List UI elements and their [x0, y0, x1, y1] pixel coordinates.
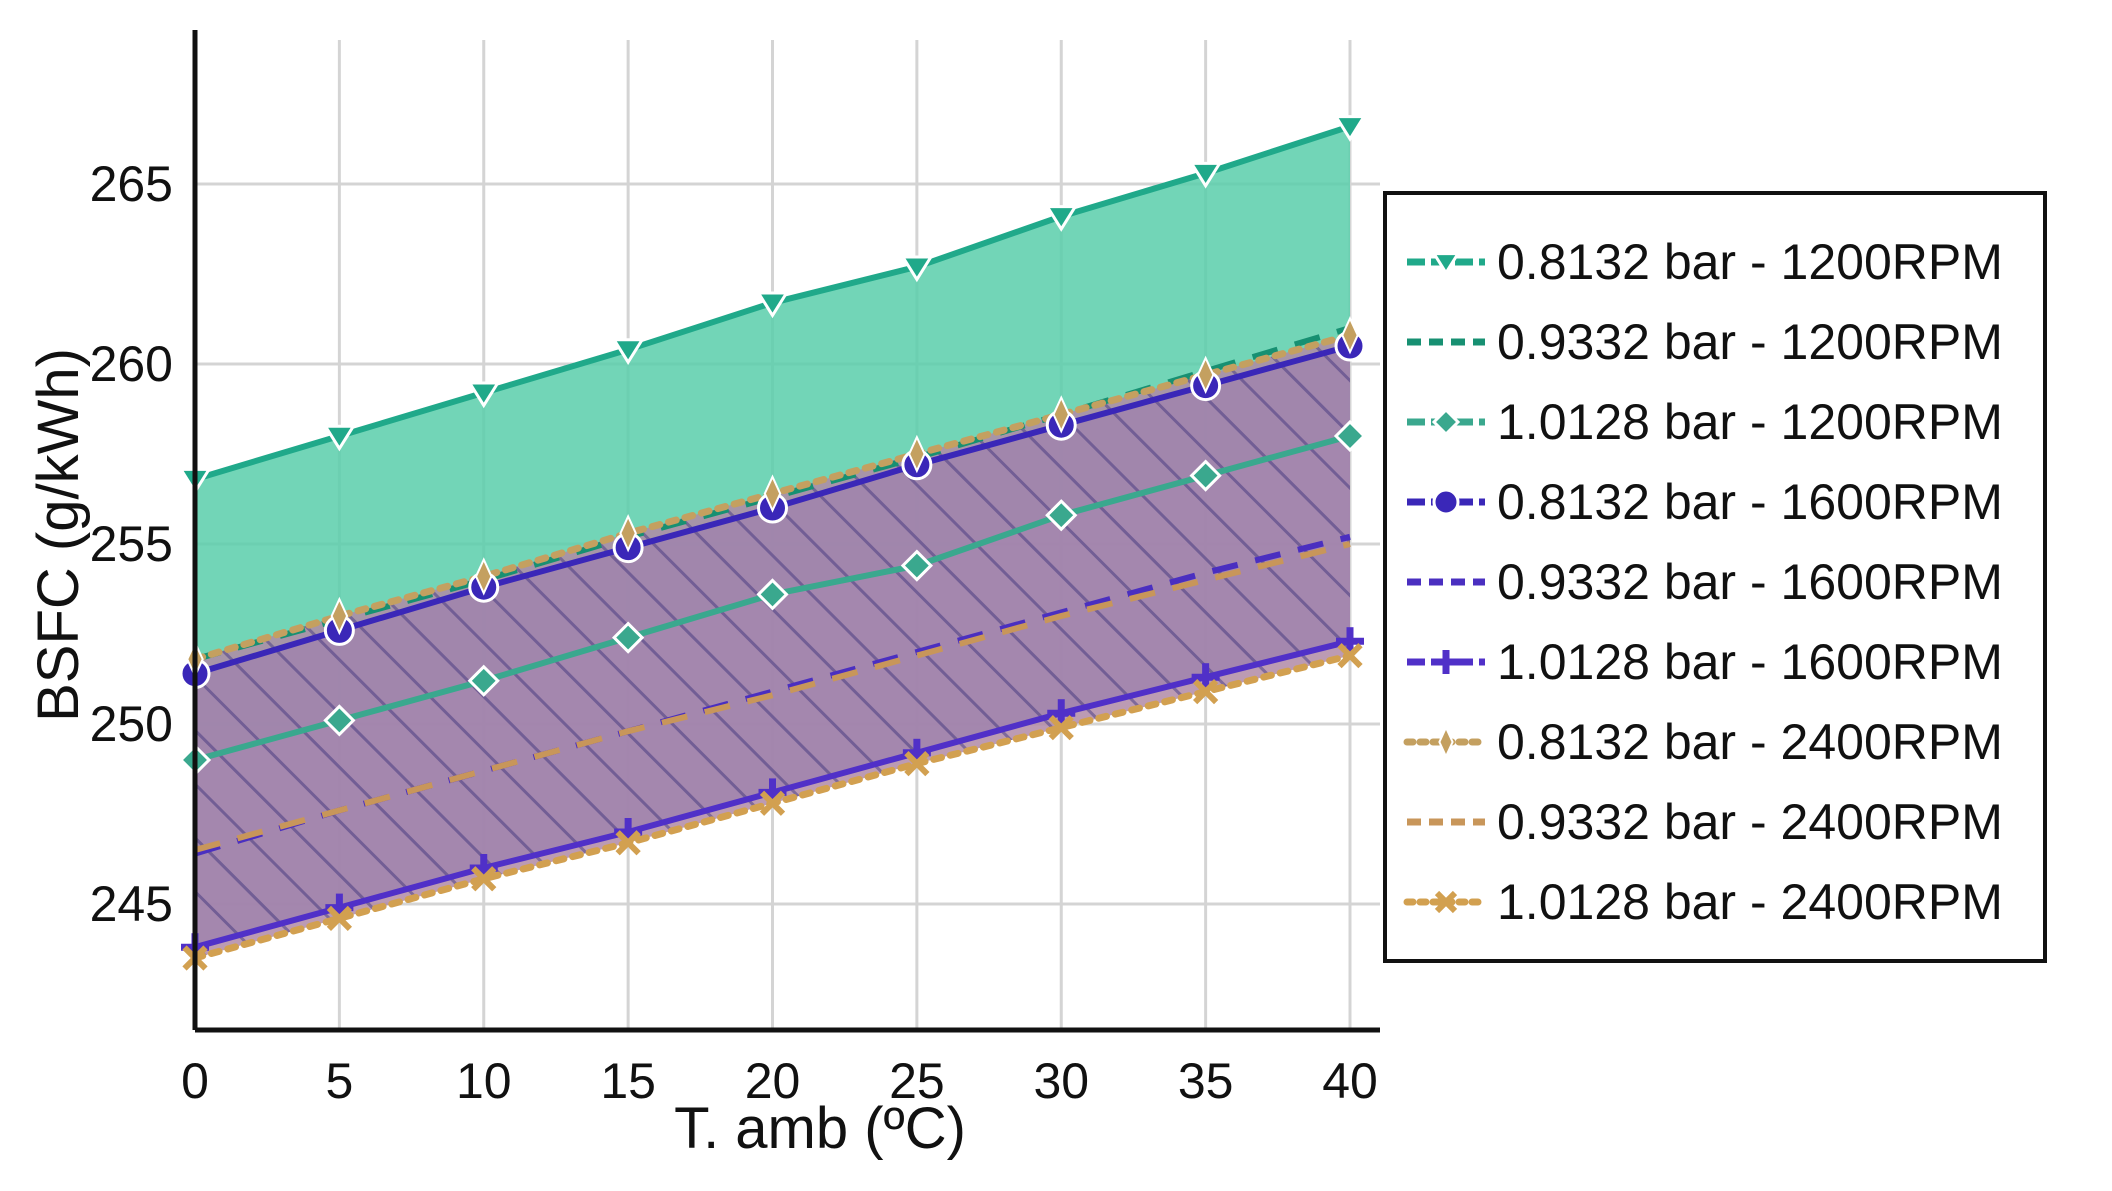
- marker-s2-p7: [1189, 459, 1222, 492]
- legend-label-6: 0.8132 bar - 2400RPM: [1497, 714, 2003, 770]
- marker-s5-p7: [1191, 663, 1220, 692]
- tick-labels: 0 5 10 15 20 25 30 35 40 245 250 255 260 265: [90, 156, 1378, 1109]
- x-tick-label-7: 35: [1178, 1053, 1234, 1109]
- legend: 0.8132 bar - 1200RPM 0.9332 bar - 1200RPM…: [1383, 191, 2047, 963]
- y-tick-label-0: 245: [90, 876, 173, 932]
- marker-s6-p1: [330, 596, 349, 636]
- legend-swatch-marker-3: [1432, 488, 1460, 516]
- x-tick-label-4: 20: [745, 1053, 801, 1109]
- legend-label-3: 0.8132 bar - 1600RPM: [1497, 474, 2003, 530]
- marker-s8-p8-b: [1337, 642, 1363, 669]
- marker-s5-p6: [1047, 699, 1076, 728]
- marker-s8-p6-b: [1048, 714, 1074, 741]
- legend-label-1: 0.9332 bar - 1200RPM: [1497, 314, 2003, 370]
- marker-s0-p1: [322, 424, 357, 452]
- x-tick-label-0: 0: [181, 1053, 209, 1109]
- marker-s6-p6: [1052, 395, 1071, 434]
- marker-s0-p3: [611, 338, 645, 366]
- marker-s8-p1: [326, 905, 352, 932]
- x-axis-title: T. amb (ºC): [674, 1096, 966, 1161]
- marker-s8-p5: [904, 750, 930, 777]
- x-tick-label-6: 30: [1033, 1053, 1089, 1109]
- marker-s8-p1-b: [326, 905, 352, 932]
- x-tick-label-3: 15: [600, 1053, 656, 1109]
- marker-s8-p2-b: [471, 866, 497, 892]
- legend-swatch-marker-8-b: [1434, 890, 1458, 914]
- marker-s0-p4: [755, 291, 790, 319]
- marker-s2-p1: [323, 704, 356, 737]
- legend-label-4: 0.9332 bar - 1600RPM: [1497, 554, 2003, 610]
- legend-label-7: 0.9332 bar - 2400RPM: [1497, 794, 2003, 850]
- y-tick-label-1: 250: [90, 696, 173, 752]
- legend-label-2: 1.0128 bar - 1200RPM: [1497, 394, 2003, 450]
- x-tick-label-8: 40: [1322, 1053, 1378, 1109]
- marker-s0-p8: [1333, 115, 1367, 142]
- y-tick-label-2: 255: [90, 516, 173, 572]
- marker-s5-p8: [1336, 627, 1364, 656]
- legend-swatch-marker-2: [1431, 407, 1461, 437]
- legend-swatch-marker-8: [1434, 890, 1458, 914]
- y-axis-title: BSFC (g/kWh): [26, 348, 91, 722]
- marker-s8-p8: [1337, 642, 1363, 669]
- legend-swatch-marker-6: [1438, 725, 1454, 759]
- axes: [192, 30, 1380, 1033]
- series-line-1: [194, 325, 1351, 663]
- legend-swatch-marker-0: [1431, 252, 1461, 276]
- marker-s6-p2: [474, 557, 493, 596]
- marker-s6-p3: [619, 513, 637, 553]
- y-tick-label-3: 260: [90, 336, 173, 392]
- marker-s2-p5: [900, 549, 933, 582]
- marker-s8-p4: [759, 790, 786, 816]
- x-tick-label-5: 25: [889, 1053, 945, 1109]
- marker-s8-p3: [615, 830, 641, 856]
- marker-s8-p3-b: [615, 830, 641, 856]
- marker-s6-p4: [763, 474, 782, 513]
- marker-s8-p6: [1048, 714, 1074, 741]
- marker-s6-p8: [1341, 315, 1359, 355]
- marker-s2-p6: [1045, 499, 1078, 532]
- legend-swatch-marker-5: [1434, 650, 1458, 674]
- marker-s8-p4-b: [759, 790, 786, 816]
- marker-s8-p7-b: [1193, 678, 1219, 705]
- legend-label-0: 0.8132 bar - 1200RPM: [1497, 234, 2003, 290]
- series-markers: [178, 115, 1367, 971]
- x-tick-label-2: 10: [456, 1053, 512, 1109]
- marker-s2-p8: [1333, 419, 1367, 453]
- band-hatch-2: [195, 335, 1350, 958]
- marker-s0-p2: [467, 381, 501, 409]
- marker-s0-p7: [1188, 161, 1223, 189]
- legend-box: [1383, 191, 2047, 963]
- marker-s6-p7: [1196, 355, 1215, 395]
- marker-s0-p6: [1044, 205, 1078, 232]
- marker-s8-p7: [1193, 678, 1219, 705]
- marker-s8-p5-b: [904, 750, 930, 777]
- y-tick-label-4: 265: [90, 156, 173, 212]
- marker-s0-p5: [900, 255, 934, 283]
- marker-s2-p4: [756, 578, 789, 611]
- x-tick-label-1: 5: [325, 1053, 353, 1109]
- marker-s8-p2: [471, 866, 497, 892]
- marker-s2-p3: [612, 621, 645, 654]
- marker-s6-p5: [908, 434, 926, 474]
- series-line-7: [194, 541, 1351, 853]
- legend-label-5: 1.0128 bar - 1600RPM: [1497, 634, 2003, 690]
- marker-s2-p2: [467, 664, 500, 697]
- legend-label-8: 1.0128 bar - 2400RPM: [1497, 874, 2003, 930]
